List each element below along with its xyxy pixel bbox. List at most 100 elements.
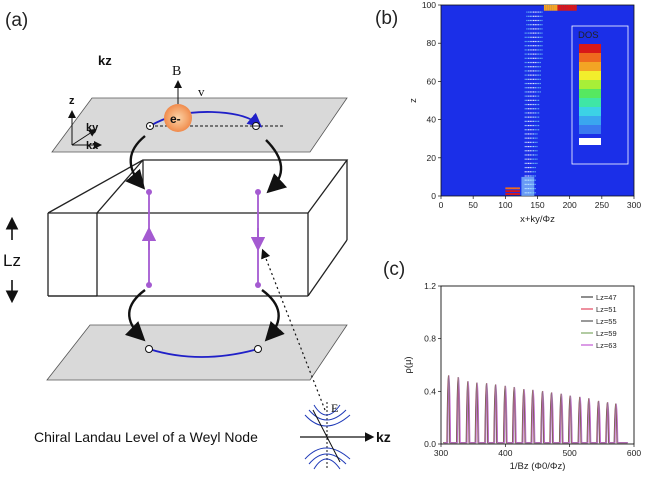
bottom-fermi-arc: [148, 348, 259, 358]
dos-channel-point: [527, 53, 530, 55]
top-surface-plane: [51, 97, 348, 153]
dos-channel-point: [536, 124, 538, 127]
dos-channel-point: [539, 57, 541, 59]
dos-channel-point: [532, 103, 535, 106]
dos-channel-point: [529, 129, 531, 131]
dos-channel-point: [531, 124, 533, 127]
dos-channel-point: [531, 74, 533, 76]
dos-channel-point: [539, 45, 541, 47]
dos-channel-point: [541, 45, 543, 47]
x-tick-label: 200: [563, 200, 577, 210]
dos-channel-point: [538, 129, 540, 131]
dos-channel-point: [534, 15, 536, 17]
dos-channel-point: [526, 61, 528, 64]
dos-channel-point: [526, 91, 528, 93]
colorbar-swatch: [579, 62, 601, 71]
coordinate-axes: [68, 110, 102, 149]
dos-channel-point: [534, 137, 536, 139]
dos-channel-point: [524, 162, 526, 164]
dos-channel-point: [532, 87, 535, 89]
dos-channel-point: [527, 32, 530, 34]
dos-channel-point: [534, 11, 536, 13]
dos-channel-point: [538, 95, 540, 97]
dos-channel-point: [534, 53, 536, 55]
dos-channel-point: [527, 28, 530, 30]
dos-channel-point: [531, 61, 533, 64]
dos-channel-point: [536, 145, 538, 148]
dos-channel-point: [532, 78, 535, 80]
dos-bottom-hotspot: [511, 190, 514, 193]
dos-channel-point: [538, 66, 540, 68]
dos-channel-point: [532, 15, 535, 17]
dos-channel-point: [532, 137, 535, 139]
dos-channel-point: [526, 141, 528, 143]
dos-top-hotspot: [553, 5, 556, 11]
dos-channel-point: [539, 40, 541, 43]
dos-channel-point: [532, 36, 535, 38]
dos-channel-point: [529, 133, 531, 135]
dos-channel-point: [531, 15, 533, 17]
dos-channel-point: [531, 120, 533, 122]
dos-channel-point: [527, 141, 530, 143]
dos-channel-point: [531, 70, 533, 72]
y-tick-label: 0.0: [424, 439, 436, 449]
dos-top-hotspot: [557, 5, 560, 11]
dos-channel-point: [527, 171, 530, 173]
dos-channel-point: [536, 108, 538, 110]
bottom-node-left: [145, 345, 153, 353]
y-tick-label: 0: [431, 191, 436, 201]
dos-channel-point: [527, 45, 530, 47]
dos-channel-point: [534, 74, 536, 76]
dos-bottom-hotspot: [515, 193, 518, 195]
dos-channel-point: [538, 108, 540, 110]
x-tick-label: 600: [627, 448, 641, 458]
dos-channel-point: [532, 11, 535, 13]
dos-channel-point: [534, 183, 536, 185]
dos-channel-point: [539, 32, 541, 34]
dos-channel-point: [529, 11, 531, 13]
dos-channel-point: [536, 15, 538, 17]
dos-channel-point: [536, 45, 538, 47]
dos-channel-point: [524, 53, 526, 55]
dos-channel-point: [527, 24, 530, 26]
dos-channel-point: [527, 162, 530, 164]
dos-bottom-hotspot: [505, 190, 508, 193]
dos-channel-point: [536, 66, 538, 68]
dos-channel-point: [529, 175, 531, 177]
legend-entry: Lz=59: [596, 329, 617, 338]
dos-channel-point: [539, 49, 541, 51]
dos-channel-point: [531, 36, 533, 38]
dos-bottom-hotspot: [514, 190, 517, 193]
dos-channel-point: [536, 91, 538, 93]
dos-channel-point: [526, 49, 528, 51]
axis-ky-label: ky: [86, 122, 99, 134]
dos-channel-point: [527, 57, 530, 59]
dos-top-hotspot: [551, 5, 554, 11]
dos-top-hotspot: [574, 5, 577, 11]
dos-channel-point: [527, 175, 530, 177]
dos-channel-point: [524, 141, 526, 143]
dos-channel-point: [534, 24, 536, 26]
dos-bottom-hotspot: [509, 187, 511, 190]
dos-channel-point: [538, 78, 540, 80]
colorbar-swatch: [579, 98, 601, 107]
dos-channel-point: [534, 103, 536, 106]
weyl-node-dispersion: [300, 402, 375, 470]
dos-channel-point: [531, 24, 533, 26]
dos-channel-point: [529, 19, 531, 22]
dos-bottom-hotspot: [505, 193, 508, 195]
chiral-channel-left: [141, 189, 157, 288]
dos-channel-point: [538, 70, 540, 72]
dos-channel-point: [534, 175, 536, 177]
dos-channel-point: [529, 120, 531, 122]
dos-channel-point: [529, 78, 531, 80]
dos-channel-point: [531, 129, 533, 131]
dos-channel-point: [536, 74, 538, 76]
dos-channel-point: [529, 45, 531, 47]
dos-channel-point: [526, 145, 528, 148]
dos-bottom-hotspot: [510, 193, 513, 195]
dos-channel-point: [526, 87, 528, 89]
dos-channel-point: [526, 103, 528, 106]
dos-channel-point: [531, 66, 533, 68]
dos-channel-point: [524, 66, 526, 68]
